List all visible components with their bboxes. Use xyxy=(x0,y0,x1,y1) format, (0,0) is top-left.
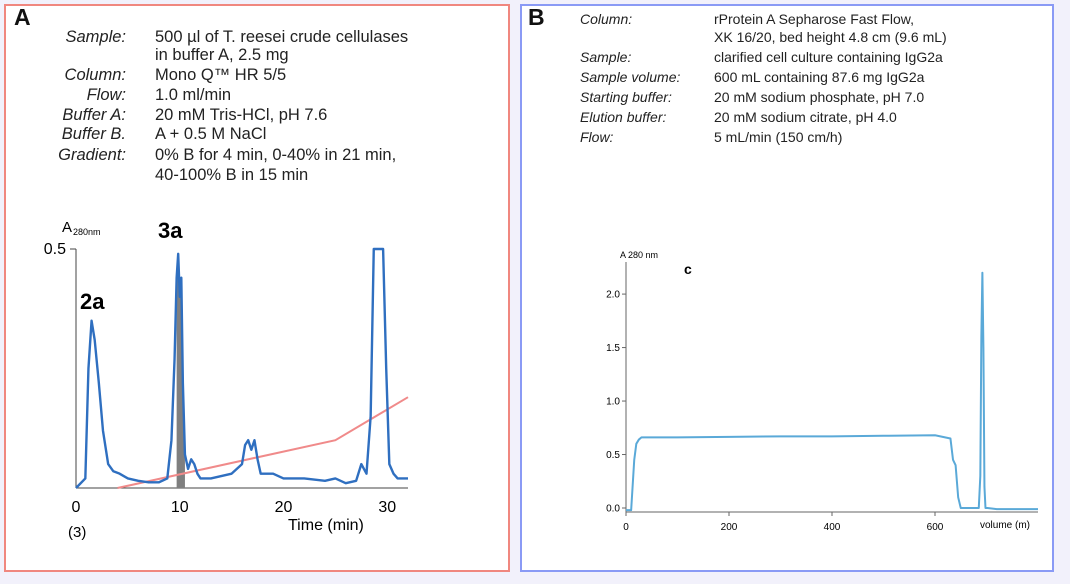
x-tick-label: 0 xyxy=(72,499,81,516)
x-tick-label: 0 xyxy=(623,522,629,533)
x-tick-label: 20 xyxy=(275,499,293,516)
peak-label-2a: 2a xyxy=(80,289,105,314)
param-value: XK 16/20, bed height 4.8 cm (9.6 mL) xyxy=(714,29,947,45)
param-value: Mono Q™ HR 5/5 xyxy=(155,66,287,84)
absorbance-trace xyxy=(75,247,408,489)
x-tick-label: 10 xyxy=(171,499,189,516)
panel-a-letter: A xyxy=(14,4,31,30)
param-value: 20 mM sodium citrate, pH 4.0 xyxy=(714,109,897,125)
y-tick-label: 0.0 xyxy=(606,504,620,515)
chart-a: A 280nm 2a 3a Time (min) (3) 0 10 20 30 0.5 xyxy=(44,218,409,541)
y-axis-label: A 280 nm xyxy=(620,250,658,260)
param-label: Buffer A: xyxy=(62,106,126,124)
param-value: rProtein A Sepharose Fast Flow, xyxy=(714,11,914,27)
param-label: Starting buffer: xyxy=(580,89,672,105)
x-tick-label: 30 xyxy=(378,499,396,516)
panel-b: B Column: rProtein A Sepharose Fast Flow… xyxy=(520,4,1054,572)
panel-tag: c xyxy=(684,261,692,277)
y-tick-label: 1.5 xyxy=(606,343,620,354)
param-label: Flow: xyxy=(580,129,614,145)
x-tick-label: 200 xyxy=(721,522,738,533)
param-value: 20 mM sodium phosphate, pH 7.0 xyxy=(714,89,925,105)
param-value: 20 mM Tris-HCl, pH 7.6 xyxy=(155,106,328,124)
param-label: Sample: xyxy=(65,28,126,46)
chart-a-ticks: 0 10 20 30 0.5 xyxy=(44,241,397,516)
y-axis-label: A xyxy=(62,219,72,236)
param-value: A + 0.5 M NaCl xyxy=(155,125,267,143)
param-label: Sample volume: xyxy=(580,69,681,85)
absorbance-trace xyxy=(626,271,1038,512)
param-value: in buffer A, 2.5 mg xyxy=(155,46,289,64)
param-label: Sample: xyxy=(580,49,632,65)
param-value: 5 mL/min (150 cm/h) xyxy=(714,129,843,145)
y-tick-label: 0.5 xyxy=(606,450,620,461)
chart-b: A 280 nm c volume (m) 0 200 400 600 0.0 0.5 1.… xyxy=(606,250,1038,533)
y-tick-label: 1.0 xyxy=(606,397,620,408)
chart-a-axes xyxy=(75,249,408,489)
param-label: Column: xyxy=(64,66,126,84)
x-tick-label: 600 xyxy=(927,522,944,533)
param-label: Buffer B. xyxy=(61,125,126,143)
x-axis-label: volume (m) xyxy=(980,520,1030,531)
param-label: Flow: xyxy=(86,86,126,104)
y-tick-label: 2.0 xyxy=(606,290,620,301)
param-value: 0% B for 4 min, 0-40% in 21 min, xyxy=(155,146,397,164)
param-value: 500 µl of T. reesei crude cellulases xyxy=(155,28,409,46)
param-label: Gradient: xyxy=(58,146,126,164)
peak-label-3a: 3a xyxy=(158,218,183,243)
param-value: clarified cell culture containing IgG2a xyxy=(714,49,943,65)
shaded-peak-area xyxy=(176,253,185,488)
param-label: Elution buffer: xyxy=(580,109,667,125)
chart-b-ticks: 0 200 400 600 0.0 0.5 1.0 1.5 2.0 xyxy=(606,290,944,533)
x-tick-label: 400 xyxy=(824,522,841,533)
param-value: 600 mL containing 87.6 mg IgG2a xyxy=(714,69,925,85)
chart-a-marks xyxy=(75,247,409,489)
panel-a: A Sample: 500 µl of T. reesei crude cell… xyxy=(4,4,510,572)
x-axis-label: Time (min) xyxy=(288,517,364,534)
param-value: 1.0 ml/min xyxy=(155,86,232,104)
param-value: 40-100% B in 15 min xyxy=(155,166,309,184)
y-tick-label: 0.5 xyxy=(44,241,66,258)
footnote: (3) xyxy=(68,524,86,541)
chart-b-marks xyxy=(626,271,1038,512)
y-axis-label-sub: 280nm xyxy=(73,227,101,237)
panel-b-letter: B xyxy=(528,4,545,30)
chart-b-axes xyxy=(625,262,1038,513)
gradient-line xyxy=(117,396,409,489)
param-label: Column: xyxy=(580,11,633,27)
